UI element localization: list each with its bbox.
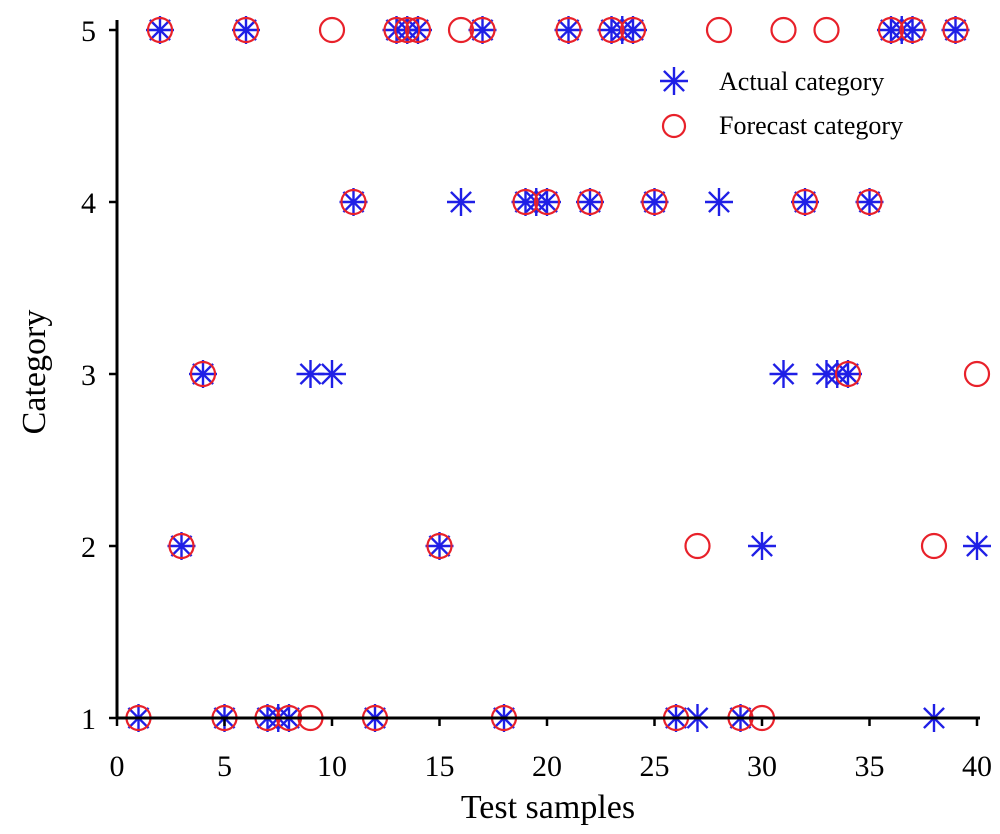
x-tick-label: 40 xyxy=(962,750,992,783)
forecast-point xyxy=(447,16,475,44)
x-tick-label: 0 xyxy=(110,750,125,783)
actual-point xyxy=(791,188,819,216)
forecast-point xyxy=(813,16,840,44)
actual-point xyxy=(318,360,346,388)
legend-asterisk-icon xyxy=(660,67,688,95)
actual-point xyxy=(855,188,884,216)
x-tick-label: 20 xyxy=(532,750,562,783)
actual-point xyxy=(941,16,970,44)
forecast-point xyxy=(189,360,217,388)
actual-point xyxy=(554,16,583,44)
x-axis-title: Test samples xyxy=(461,789,635,826)
actual-point xyxy=(425,532,454,560)
y-tick-label: 4 xyxy=(81,187,96,220)
x-tick-label: 15 xyxy=(425,750,455,783)
forecast-point xyxy=(383,16,410,44)
legend-marker-actual xyxy=(660,67,688,95)
legend-label-forecast: Forecast category xyxy=(719,111,903,140)
y-tick-label: 5 xyxy=(81,15,96,48)
actual-point xyxy=(834,360,862,388)
actual-point xyxy=(167,532,196,560)
forecast-point xyxy=(533,188,561,216)
forecast-point xyxy=(598,16,625,44)
forecast-point xyxy=(340,188,367,216)
x-tick-label: 25 xyxy=(640,750,670,783)
forecast-point xyxy=(168,532,195,560)
forecast-point xyxy=(146,16,174,44)
actual-point xyxy=(339,188,368,216)
forecast-point xyxy=(963,360,991,388)
legend: Actual category Forecast category xyxy=(660,67,903,140)
forecast-point xyxy=(920,532,948,560)
y-axis-ticks: 1 2 3 4 5 xyxy=(81,15,117,736)
forecast-point xyxy=(877,16,905,44)
x-axis-ticks: 0 5 10 15 20 25 30 35 40 xyxy=(110,718,992,783)
x-tick-label: 10 xyxy=(317,750,347,783)
y-tick-label: 1 xyxy=(81,703,96,736)
forecast-point xyxy=(641,188,668,216)
forecast-point xyxy=(619,16,647,44)
actual-point xyxy=(963,532,991,560)
forecast-point xyxy=(834,360,862,388)
x-tick-label: 5 xyxy=(217,750,232,783)
forecast-point xyxy=(318,16,346,44)
actual-point xyxy=(296,360,325,388)
forecast-point xyxy=(684,532,711,560)
forecast-point xyxy=(512,188,539,216)
forecast-point xyxy=(232,16,260,44)
actual-point xyxy=(146,16,174,44)
x-tick-label: 35 xyxy=(855,750,885,783)
actual-point xyxy=(447,188,475,216)
forecast-point xyxy=(942,16,969,44)
forecast-point xyxy=(770,16,797,44)
y-tick-label: 3 xyxy=(81,359,96,392)
actual-point xyxy=(232,16,260,44)
y-axis-title: Category xyxy=(16,310,53,435)
legend-marker-forecast xyxy=(661,113,687,139)
forecast-point xyxy=(426,532,453,560)
actual-point xyxy=(189,360,217,388)
legend-item-forecast: Forecast category xyxy=(661,111,903,140)
actual-point xyxy=(748,532,776,560)
forecast-point xyxy=(576,188,604,216)
forecast-point xyxy=(469,16,496,44)
forecast-point xyxy=(404,16,432,44)
actual-point xyxy=(769,360,798,388)
x-tick-label: 30 xyxy=(747,750,777,783)
actual-point xyxy=(640,188,669,216)
forecast-point xyxy=(394,16,421,44)
y-tick-label: 2 xyxy=(81,531,96,564)
forecast-point xyxy=(856,188,883,216)
forecast-point xyxy=(705,16,733,44)
forecast-point xyxy=(899,16,926,44)
actual-point xyxy=(576,188,604,216)
forecast-point xyxy=(555,16,582,44)
legend-label-actual: Actual category xyxy=(719,67,884,96)
forecast-point xyxy=(791,188,819,216)
legend-item-actual: Actual category xyxy=(660,67,884,96)
actual-point xyxy=(705,188,733,216)
